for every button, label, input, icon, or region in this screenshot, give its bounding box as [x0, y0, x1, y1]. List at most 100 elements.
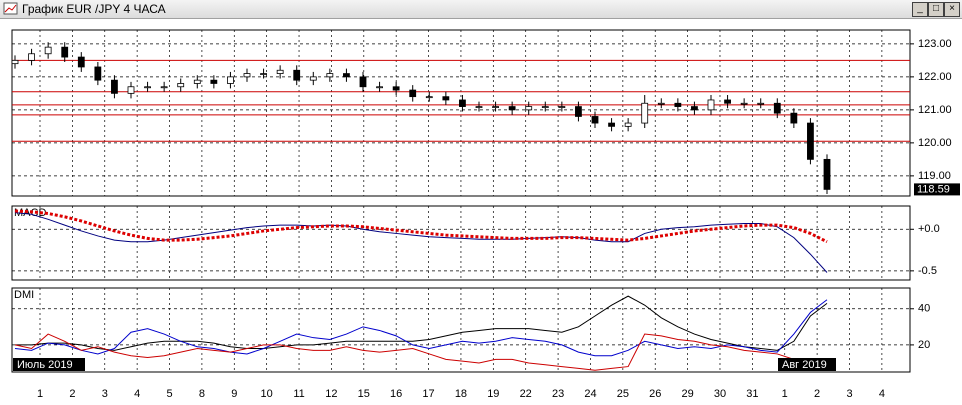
candle-body — [160, 86, 168, 89]
candle-body — [624, 122, 632, 127]
x-tick-label: 17 — [422, 388, 434, 400]
x-tick-label: 22 — [520, 388, 532, 400]
candle-body — [61, 46, 69, 58]
x-tick-label: 5 — [166, 388, 172, 400]
candle-body — [575, 106, 582, 117]
candle-body — [94, 66, 102, 81]
x-tick-label: 26 — [649, 388, 661, 400]
x-tick-label: 2 — [69, 388, 75, 400]
y-tick-label: -0.5 — [918, 265, 937, 277]
candle-body — [409, 89, 417, 98]
candle-body — [790, 112, 798, 124]
x-tick-label: 4 — [879, 388, 885, 400]
candle-body — [11, 59, 19, 65]
candle-body — [343, 73, 350, 78]
x-tick-label: 23 — [552, 388, 564, 400]
candle-body — [227, 76, 234, 84]
indicator-line — [14, 299, 828, 357]
x-tick-label: 15 — [358, 388, 370, 400]
candle-body — [210, 79, 218, 84]
candle-body — [309, 76, 317, 81]
x-tick-label: 4 — [134, 388, 140, 400]
x-tick-label: 2 — [814, 388, 820, 400]
candle-body — [376, 86, 383, 89]
month-label-box — [778, 358, 836, 371]
candle-body — [44, 46, 52, 55]
indicator-line — [15, 295, 828, 351]
y-tick-label: 122.00 — [918, 71, 952, 83]
candle-body — [144, 86, 151, 89]
background — [0, 19, 962, 405]
x-tick-label: 10 — [261, 388, 273, 400]
indicator-line — [14, 333, 828, 371]
x-tick-label: 24 — [584, 388, 596, 400]
candle-body — [525, 106, 533, 111]
candle-body — [193, 79, 201, 84]
x-tick-label: 16 — [390, 388, 402, 400]
last-price-box — [914, 183, 960, 196]
panel-title: DMI — [14, 289, 34, 301]
window-title: График EUR /JPY 4 ЧАСА — [22, 2, 166, 16]
candle-body — [740, 102, 748, 105]
x-tick-label: 8 — [199, 388, 205, 400]
month-label-box — [13, 358, 85, 371]
candle-body — [757, 102, 765, 105]
y-tick-label: 121.00 — [918, 104, 952, 116]
candle-body — [111, 79, 118, 94]
candle-body — [591, 116, 599, 124]
candle-body — [293, 69, 301, 81]
candle-body — [276, 69, 284, 74]
candle-body — [724, 99, 731, 104]
candle-body — [823, 158, 831, 190]
candle-body — [459, 99, 466, 107]
candle-body — [707, 99, 715, 111]
chart-area: 119.00 120.00 121.00 122.00 123.00 118.59 -0.5… — [0, 19, 962, 405]
title-bar: График EUR /JPY 4 ЧАСА _ □ × — [0, 0, 962, 19]
candle-body — [442, 96, 450, 101]
candle-body — [260, 73, 267, 75]
candle-body — [492, 106, 499, 108]
month-label: Июль 2019 — [17, 359, 73, 371]
x-tick-label: 3 — [102, 388, 108, 400]
indicator-line — [14, 209, 828, 244]
x-tick-label: 30 — [714, 388, 726, 400]
x-tick-label: 25 — [617, 388, 629, 400]
candle-body — [28, 53, 35, 61]
candle-body — [674, 102, 682, 107]
candle-body — [475, 106, 483, 108]
x-tick-label: 18 — [455, 388, 467, 400]
candle-body — [541, 106, 549, 108]
candle-body — [127, 86, 135, 94]
x-tick-label: 31 — [746, 388, 758, 400]
candle-body — [425, 96, 433, 99]
x-tick-label: 12 — [325, 388, 337, 400]
candle-body — [608, 122, 615, 127]
x-tick-label: 29 — [681, 388, 693, 400]
y-tick-label: 120.00 — [918, 137, 952, 149]
candle-body — [392, 86, 400, 91]
x-tick-label: 19 — [487, 388, 499, 400]
candle-body — [77, 56, 85, 68]
close-button[interactable]: × — [944, 2, 960, 17]
maximize-button[interactable]: □ — [928, 2, 944, 17]
window-icon — [3, 2, 18, 15]
candle-body — [508, 106, 516, 111]
candle-body — [177, 83, 185, 88]
candle-body — [641, 102, 649, 124]
x-tick-label: 1 — [37, 388, 43, 400]
y-tick-label: 40 — [918, 303, 930, 315]
last-price-label: 118.59 — [917, 183, 950, 195]
minimize-button[interactable]: _ — [912, 2, 928, 17]
candle-body — [807, 122, 814, 160]
y-tick-label: 119.00 — [918, 170, 951, 182]
month-label: Авг 2019 — [782, 359, 827, 371]
y-tick-label: 123.00 — [918, 38, 952, 50]
y-tick-label: +0.0 — [918, 223, 940, 235]
x-tick-label: 3 — [846, 388, 852, 400]
y-tick-label: 20 — [918, 339, 930, 351]
candle-body — [691, 106, 698, 111]
candle-body — [243, 73, 251, 78]
candle-body — [326, 73, 334, 78]
candle-body — [773, 102, 781, 114]
